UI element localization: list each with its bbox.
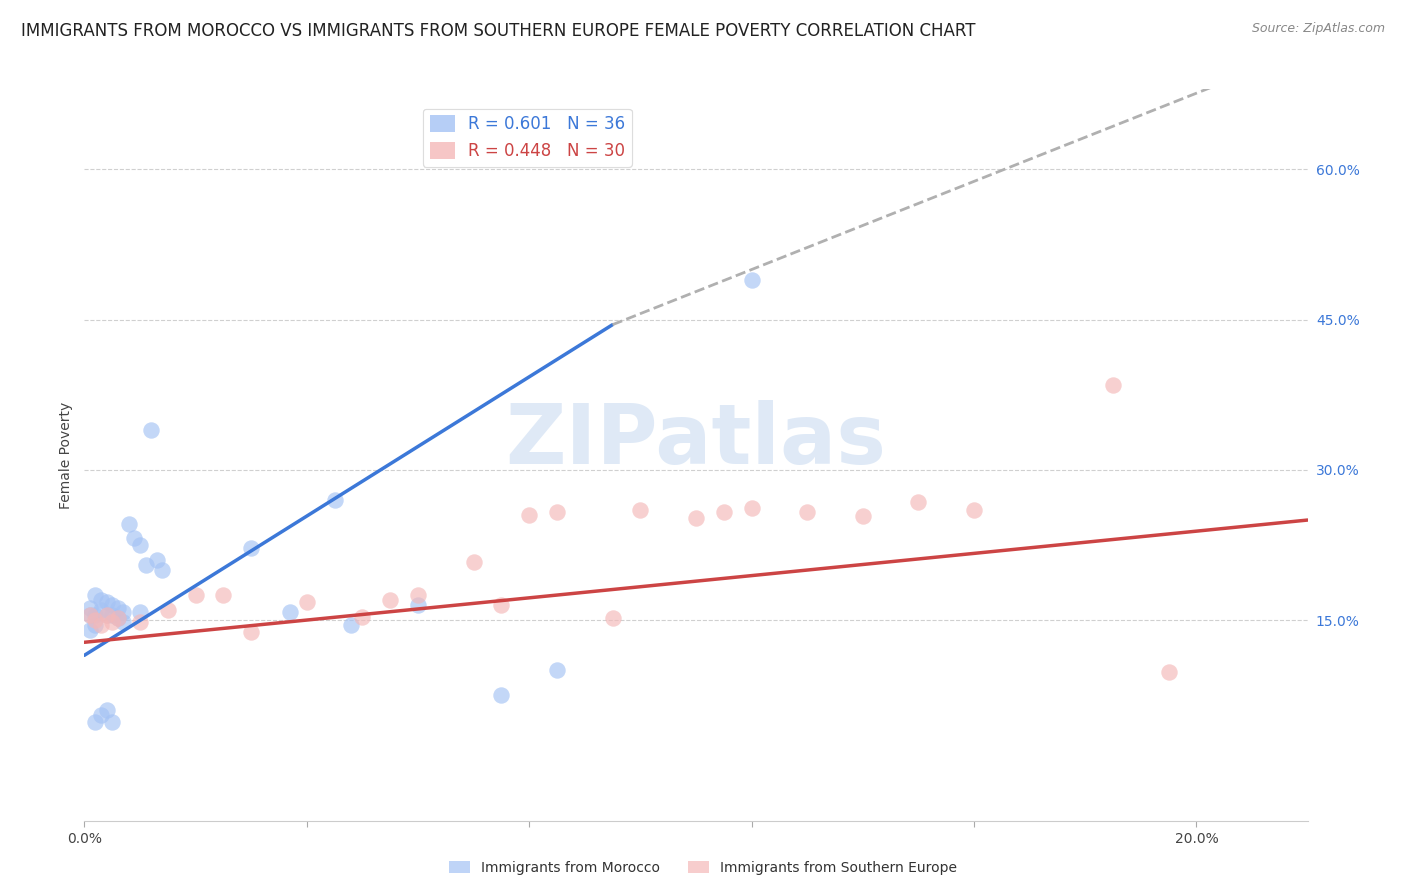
Point [240,541,263,555]
Point [129,538,152,552]
Point [406,588,429,602]
Point [112,615,135,630]
Y-axis label: Female Poverty: Female Poverty [59,401,73,508]
Point [84,608,107,623]
Text: Source: ZipAtlas.com: Source: ZipAtlas.com [1251,22,1385,36]
Point [101,598,124,612]
Point [685,511,707,525]
Point [112,605,135,619]
Point [96,608,118,623]
Point [380,593,402,607]
Point [135,558,157,573]
Point [323,493,346,508]
Point [517,508,540,522]
Point [491,689,513,703]
Point [90,593,112,607]
Point [90,618,112,632]
Point [84,618,107,632]
Point [1157,665,1180,680]
Point [96,703,118,717]
Point [852,509,875,524]
Point [741,501,763,516]
Point [352,610,374,624]
Point [84,715,107,730]
Point [278,605,301,619]
Point [96,608,118,623]
Point [491,598,513,612]
Point [628,503,651,517]
Point [107,601,129,615]
Point [546,505,568,519]
Legend: R = 0.601   N = 36, R = 0.448   N = 30: R = 0.601 N = 36, R = 0.448 N = 30 [423,109,631,167]
Point [240,625,263,640]
Point [129,615,152,630]
Point [101,715,124,730]
Point [741,272,763,286]
Point [84,613,107,627]
Legend: Immigrants from Morocco, Immigrants from Southern Europe: Immigrants from Morocco, Immigrants from… [444,855,962,880]
Point [101,615,124,630]
Point [139,423,162,437]
Point [107,611,129,625]
Point [101,608,124,623]
Point [156,603,179,617]
Point [796,505,818,519]
Point [406,598,429,612]
Point [713,505,735,519]
Point [118,517,141,532]
Point [463,555,485,569]
Point [212,588,235,602]
Point [150,563,173,577]
Point [145,553,167,567]
Text: ZIPatlas: ZIPatlas [506,400,886,481]
Point [340,618,363,632]
Point [79,608,101,623]
Point [184,588,207,602]
Point [90,708,112,723]
Point [79,608,101,623]
Point [107,611,129,625]
Point [129,605,152,619]
Point [79,601,101,615]
Point [1102,377,1125,392]
Point [84,588,107,602]
Point [96,595,118,609]
Text: IMMIGRANTS FROM MOROCCO VS IMMIGRANTS FROM SOUTHERN EUROPE FEMALE POVERTY CORREL: IMMIGRANTS FROM MOROCCO VS IMMIGRANTS FR… [21,22,976,40]
Point [295,595,318,609]
Point [907,495,929,509]
Point [124,531,146,545]
Point [963,503,986,517]
Point [79,624,101,638]
Point [546,664,568,678]
Point [90,603,112,617]
Point [602,611,624,625]
